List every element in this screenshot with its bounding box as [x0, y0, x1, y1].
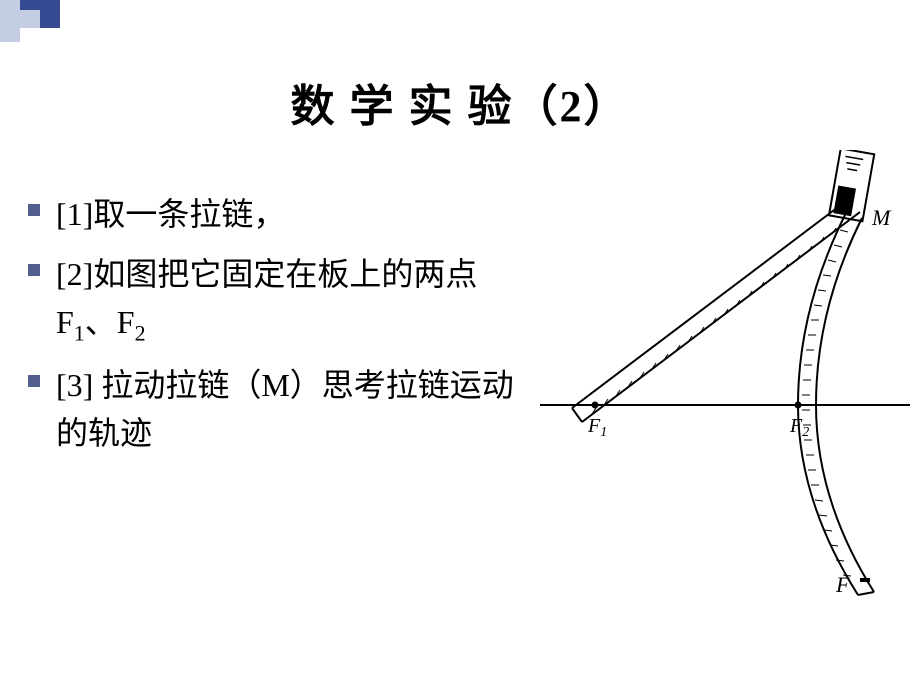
list-item: [1]取一条拉链， — [28, 190, 528, 238]
bullet-list: [1]取一条拉链， [2]如图把它固定在板上的两点F1、F2 [3] 拉动拉链（… — [28, 190, 528, 469]
item-text: [2]如图把它固定在板上的两点F1、F2 — [56, 250, 528, 349]
item-text: [3] 拉动拉链（M）思考拉链运动的轨迹 — [56, 361, 528, 457]
text-fragment: 、F — [85, 304, 135, 340]
label-F1: F1 — [587, 415, 607, 440]
label-M: M — [871, 205, 892, 230]
item-text: [1]取一条拉链， — [56, 190, 285, 238]
label-F2: F2 — [789, 415, 809, 440]
list-item: [3] 拉动拉链（M）思考拉链运动的轨迹 — [28, 361, 528, 457]
subscript: 1 — [74, 320, 85, 345]
label-F: F — [835, 572, 850, 597]
bullet-icon — [28, 204, 40, 216]
zipper-diagram: M F1 F2 F — [540, 150, 910, 630]
subscript: 2 — [135, 320, 146, 345]
bullet-icon — [28, 264, 40, 276]
corner-decoration — [0, 0, 100, 45]
page-title: 数 学 实 验（2） — [0, 70, 920, 134]
list-item: [2]如图把它固定在板上的两点F1、F2 — [28, 250, 528, 349]
bullet-icon — [28, 375, 40, 387]
